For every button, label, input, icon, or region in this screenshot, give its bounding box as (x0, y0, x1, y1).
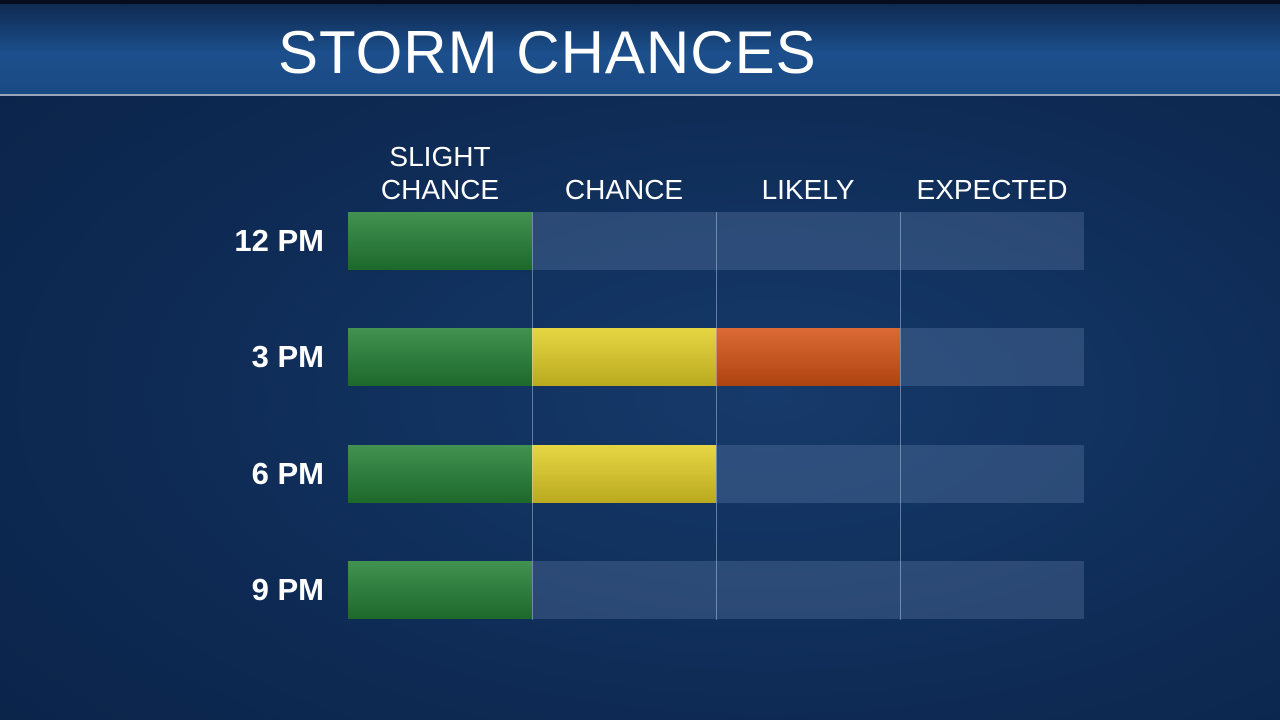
column-divider (900, 212, 901, 620)
row-label: 6 PM (251, 455, 324, 491)
column-header: EXPECTED (916, 174, 1068, 205)
level-segment (348, 560, 532, 619)
column-header: SLIGHT CHANCE (380, 141, 500, 205)
row-label: 9 PM (251, 571, 324, 607)
level-segment (532, 328, 716, 387)
column-divider (532, 212, 533, 620)
level-segment (348, 328, 532, 387)
header-bar (0, 0, 1280, 96)
row-label: 12 PM (234, 223, 324, 258)
level-segment (348, 212, 532, 270)
title: STORM CHANCES (278, 19, 817, 86)
column-divider (716, 212, 717, 620)
level-segment (532, 444, 716, 503)
level-segment (716, 328, 900, 387)
column-header: CHANCE (564, 174, 684, 205)
row-label: 3 PM (251, 339, 324, 375)
level-segment (348, 444, 532, 503)
column-header: LIKELY (761, 174, 855, 205)
